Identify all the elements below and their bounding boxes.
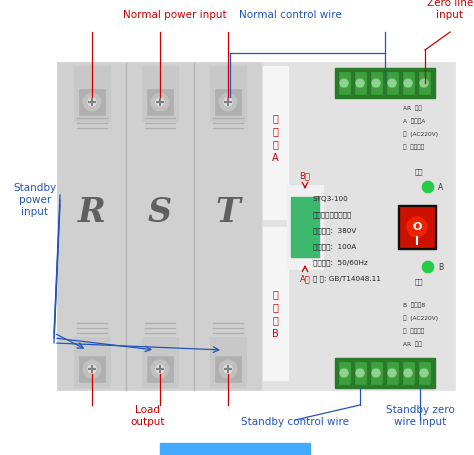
Bar xyxy=(79,89,105,115)
Bar xyxy=(74,337,110,387)
Bar xyxy=(215,356,241,382)
Circle shape xyxy=(420,79,428,87)
Bar xyxy=(403,362,414,384)
Bar xyxy=(58,63,263,390)
Text: Normal control wire: Normal control wire xyxy=(238,10,341,20)
Text: A  主电源A: A 主电源A xyxy=(403,118,425,124)
Circle shape xyxy=(224,365,232,373)
Bar xyxy=(287,185,323,269)
Bar xyxy=(263,63,455,390)
Bar xyxy=(142,337,178,387)
Text: Standby control wire: Standby control wire xyxy=(241,417,349,427)
Bar xyxy=(398,205,436,249)
Text: 合  (AC220V): 合 (AC220V) xyxy=(403,131,438,137)
Circle shape xyxy=(156,98,164,106)
Bar xyxy=(371,362,382,384)
Circle shape xyxy=(340,79,348,87)
Circle shape xyxy=(151,93,169,111)
Circle shape xyxy=(404,369,412,377)
Text: 闸  电压输入: 闸 电压输入 xyxy=(403,144,424,150)
Circle shape xyxy=(83,93,101,111)
Circle shape xyxy=(88,98,96,106)
Bar xyxy=(339,362,350,384)
Bar xyxy=(263,66,288,219)
Bar xyxy=(355,362,366,384)
Text: Standby
power
input: Standby power input xyxy=(13,183,56,217)
Circle shape xyxy=(156,365,164,373)
Bar xyxy=(147,356,173,382)
Text: Normal power input: Normal power input xyxy=(123,10,227,20)
Bar xyxy=(215,89,241,115)
Bar xyxy=(387,72,398,94)
Bar xyxy=(339,72,350,94)
Text: 额定电压:  380V: 额定电压: 380V xyxy=(313,228,356,234)
Text: S: S xyxy=(148,196,172,228)
Text: Normal
Zero line
input: Normal Zero line input xyxy=(427,0,473,20)
Circle shape xyxy=(422,181,434,193)
Circle shape xyxy=(83,360,101,378)
Circle shape xyxy=(404,79,412,87)
Circle shape xyxy=(356,369,364,377)
Text: A合: A合 xyxy=(300,274,310,283)
Text: A: A xyxy=(438,182,443,192)
Text: R: R xyxy=(78,196,106,228)
Bar xyxy=(335,358,435,388)
Text: AR  建议: AR 建议 xyxy=(403,105,422,111)
Text: STQ3-100: STQ3-100 xyxy=(313,196,349,202)
Text: Load
output: Load output xyxy=(131,405,165,427)
Bar xyxy=(387,362,398,384)
Text: 双电源自动转换开关: 双电源自动转换开关 xyxy=(313,212,352,218)
Text: AR  自动: AR 自动 xyxy=(403,341,422,347)
Text: O: O xyxy=(412,222,422,232)
Bar xyxy=(371,72,382,94)
Text: 合  (AC220V): 合 (AC220V) xyxy=(403,315,438,321)
Bar xyxy=(147,89,173,115)
Circle shape xyxy=(420,369,428,377)
Text: B合: B合 xyxy=(300,171,310,180)
Circle shape xyxy=(88,365,96,373)
Text: B: B xyxy=(438,263,443,272)
Bar xyxy=(419,362,430,384)
Circle shape xyxy=(372,79,380,87)
Circle shape xyxy=(422,261,434,273)
Circle shape xyxy=(388,369,396,377)
Text: 主
电
源
A: 主 电 源 A xyxy=(272,113,278,163)
Text: 标 准: GB/T14048.11: 标 准: GB/T14048.11 xyxy=(313,276,381,282)
Bar xyxy=(335,68,435,98)
Bar xyxy=(419,72,430,94)
Text: 工作频率:  50/60Hz: 工作频率: 50/60Hz xyxy=(313,260,368,266)
Text: 额定电流:  100A: 额定电流: 100A xyxy=(313,244,356,250)
Circle shape xyxy=(219,93,237,111)
Bar xyxy=(263,227,288,380)
Bar xyxy=(400,207,434,247)
Bar xyxy=(291,197,319,257)
Bar xyxy=(160,443,310,455)
Bar xyxy=(79,356,105,382)
Bar xyxy=(142,66,178,121)
Bar xyxy=(355,72,366,94)
Text: 闸  电压输入: 闸 电压输入 xyxy=(403,328,424,334)
Bar xyxy=(210,66,246,121)
Text: 手动: 手动 xyxy=(415,169,423,175)
Circle shape xyxy=(407,217,427,237)
Circle shape xyxy=(372,369,380,377)
Circle shape xyxy=(356,79,364,87)
Circle shape xyxy=(340,369,348,377)
Text: T: T xyxy=(216,196,240,228)
Bar xyxy=(403,72,414,94)
Bar xyxy=(210,337,246,387)
Text: B  备电源B: B 备电源B xyxy=(403,302,425,308)
Circle shape xyxy=(388,79,396,87)
Bar xyxy=(74,66,110,121)
Text: 备
电
源
B: 备 电 源 B xyxy=(272,289,278,339)
Text: Standby zero
wire input: Standby zero wire input xyxy=(386,405,455,427)
Circle shape xyxy=(151,360,169,378)
Text: 自动: 自动 xyxy=(415,279,423,285)
Circle shape xyxy=(224,98,232,106)
Circle shape xyxy=(219,360,237,378)
